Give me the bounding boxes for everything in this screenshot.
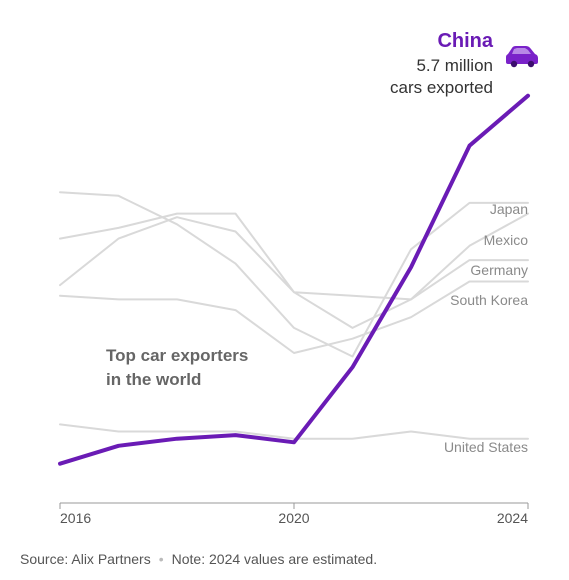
series-label-united-states: United States xyxy=(444,439,528,455)
highlight-series xyxy=(58,93,530,466)
x-tick-label-2024: 2024 xyxy=(497,510,528,526)
chart-title-line-2: in the world xyxy=(106,370,201,389)
source-note: Source: Alix Partners xyxy=(20,551,151,567)
x-tick-label-2016: 2016 xyxy=(60,510,91,526)
chart-svg: 2016 2020 2024 Japan Mexico Germany South … xyxy=(58,30,538,526)
x-ticks: 2016 2020 2024 xyxy=(59,503,529,526)
series-line-germany xyxy=(59,216,529,329)
annotation-line-2: cars exported xyxy=(390,78,493,97)
series-labels: Japan Mexico Germany South Korea United … xyxy=(444,201,528,455)
series-line-japan xyxy=(59,191,529,358)
series-label-japan: Japan xyxy=(490,201,528,217)
series-label-mexico: Mexico xyxy=(484,232,529,248)
car-icon xyxy=(506,46,538,68)
series-label-germany: Germany xyxy=(470,262,528,278)
footer-separator: • xyxy=(158,551,164,567)
series-label-south-korea: South Korea xyxy=(450,292,528,308)
series-line-mexico xyxy=(59,212,529,301)
chart-title-line-1: Top car exporters xyxy=(106,346,248,365)
annotation-title: China xyxy=(437,30,493,52)
annotation-line-1: 5.7 million xyxy=(416,56,493,75)
series-line-south-korea xyxy=(59,280,529,354)
background-series xyxy=(59,191,529,440)
x-tick-label-2020: 2020 xyxy=(278,510,309,526)
series-line-china xyxy=(58,93,530,466)
estimate-note: Note: 2024 values are estimated. xyxy=(171,551,378,567)
series-line-united-states xyxy=(59,423,529,440)
footer: Source: Alix Partners • Note: 2024 values … xyxy=(20,551,377,567)
